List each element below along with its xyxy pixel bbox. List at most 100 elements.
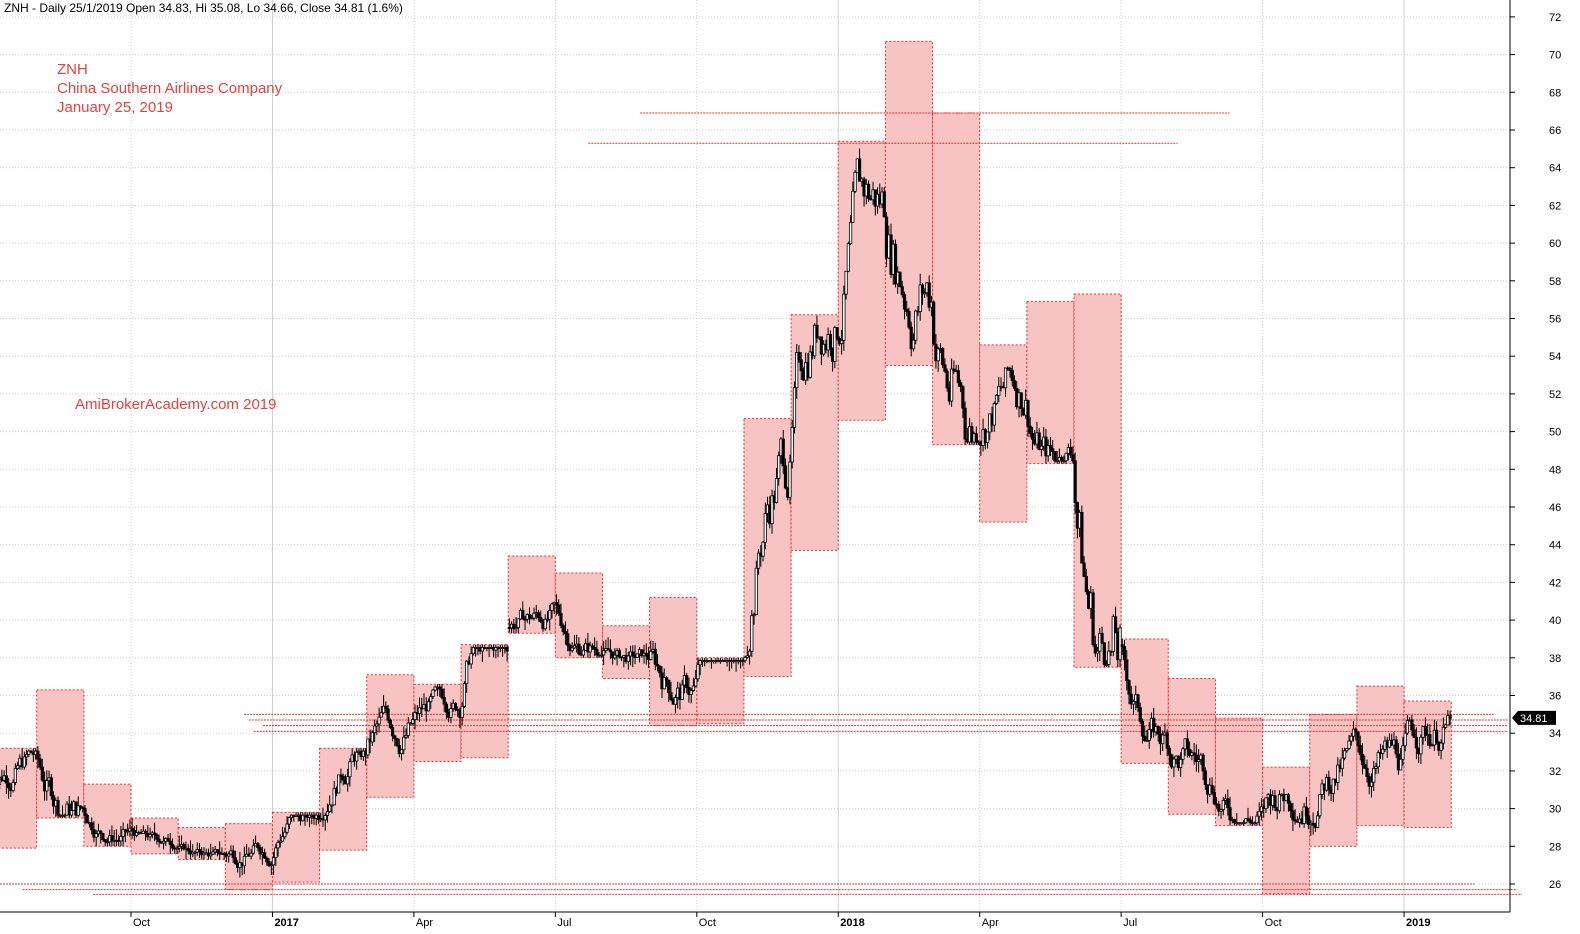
x-tick-label: 2019 [1406, 917, 1430, 929]
candle-body [1316, 815, 1320, 828]
candle-body [431, 689, 435, 697]
candle-body [813, 324, 817, 357]
candle-body [265, 857, 269, 863]
candle-body [1423, 726, 1427, 736]
candle-body [274, 847, 278, 858]
candle-body [521, 609, 525, 620]
candle-body [465, 660, 469, 685]
candle-body [119, 836, 123, 842]
y-tick-label: 30 [1549, 804, 1561, 816]
month-range-box [1120, 638, 1169, 764]
candle-body [848, 221, 853, 245]
candle-body [22, 756, 26, 768]
candle-body [285, 823, 289, 833]
candle-body [16, 765, 20, 769]
candle-body [157, 838, 161, 843]
candle-body [1363, 764, 1367, 769]
candle-body [370, 732, 374, 743]
candle-body [1226, 798, 1230, 809]
candle-body [161, 840, 166, 844]
candle-body [449, 708, 453, 718]
y-tick-label: 40 [1549, 615, 1561, 627]
candle-body [197, 849, 202, 852]
candle-body [56, 800, 60, 816]
month-range-box [1073, 293, 1122, 668]
candle-body [866, 183, 871, 199]
candle-body [1448, 715, 1452, 719]
candle-body [667, 679, 671, 693]
candle-body [1064, 452, 1068, 462]
candle-body [460, 705, 464, 718]
candle-body [1277, 794, 1282, 812]
candle-body [211, 851, 215, 855]
candle-body [1019, 392, 1023, 409]
candle-body [689, 690, 693, 695]
candle-body [76, 805, 80, 816]
candle-body [1241, 822, 1246, 825]
candle-body [130, 827, 134, 831]
candle-body [1342, 750, 1347, 759]
candle-body [1104, 663, 1109, 666]
candle-body [792, 387, 797, 428]
candle-body [1257, 811, 1261, 817]
candle-body [1203, 770, 1207, 786]
y-tick-label: 34 [1549, 728, 1561, 740]
candle-body [1401, 745, 1405, 760]
candle-body [815, 324, 819, 339]
candle-body [593, 646, 597, 650]
y-tick-label: 66 [1549, 125, 1561, 137]
candle-body [788, 461, 792, 498]
candle-body [1060, 456, 1064, 462]
candle-body [417, 707, 422, 715]
candle-body [602, 650, 606, 656]
candle-body [444, 703, 449, 713]
candle-body [514, 627, 518, 630]
candle-body [85, 815, 89, 824]
candle-body [182, 844, 186, 850]
candle-body [653, 648, 657, 665]
candle-body [1037, 432, 1041, 450]
candle-body [1394, 739, 1398, 755]
x-tick-label: Apr [416, 917, 433, 929]
candle-body [148, 834, 152, 838]
y-tick-label: 32 [1549, 766, 1561, 778]
candle-body [63, 814, 67, 817]
candle-body [1161, 734, 1165, 745]
candle-body [588, 645, 592, 653]
candle-body [177, 846, 181, 849]
candle-body [1318, 794, 1322, 817]
candle-body [1093, 644, 1097, 654]
candle-body [442, 697, 446, 705]
candle-body [323, 815, 327, 821]
candle-body [536, 612, 541, 618]
x-tick-label: Jul [557, 917, 571, 929]
candle-body [101, 833, 105, 840]
candle-body [1120, 644, 1124, 648]
candle-body [404, 735, 408, 738]
candle-body [898, 271, 902, 288]
candle-body [1113, 616, 1118, 634]
candle-body [1156, 726, 1160, 735]
candle-body [554, 602, 559, 606]
candle-body [1412, 729, 1416, 738]
candle-body [1286, 794, 1291, 804]
candle-body [696, 664, 700, 680]
candle-body [1219, 809, 1223, 812]
candle-body [94, 833, 98, 838]
candle-body [608, 649, 612, 653]
candle-body [532, 612, 536, 619]
candle-body [328, 804, 332, 813]
candle-body [853, 171, 857, 192]
candle-body [557, 604, 561, 614]
candle-body [1246, 818, 1250, 821]
candle-body [617, 650, 621, 658]
candle-body [1410, 719, 1414, 731]
y-tick-label: 52 [1549, 389, 1561, 401]
candle-body [1167, 747, 1172, 756]
candle-body [135, 832, 139, 836]
x-tick-label: Apr [982, 917, 999, 929]
candle-body [1289, 802, 1293, 812]
candle-body [911, 339, 916, 350]
candle-body [110, 835, 114, 842]
candle-body [69, 810, 74, 816]
